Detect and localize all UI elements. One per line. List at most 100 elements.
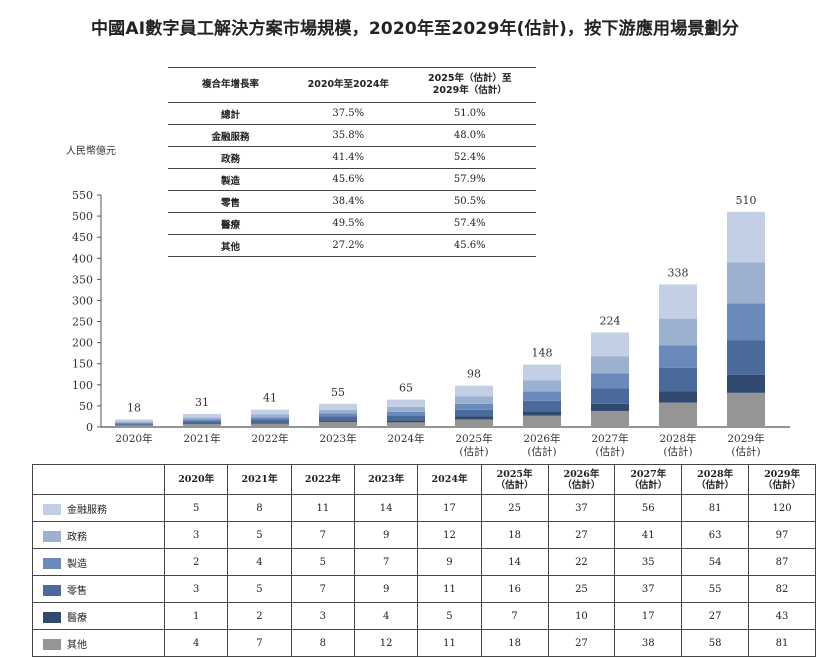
cagr-value-2020-2024: 37.5% — [293, 102, 404, 125]
data-table-row: 醫療 1 2 3 4 5 7 10 17 27 43 — [32, 602, 816, 630]
data-value-cell: 41 — [614, 521, 683, 549]
series-label-cell: 醫療 — [32, 602, 165, 630]
bar-segment — [319, 421, 357, 427]
data-value-cell: 4 — [163, 629, 229, 657]
cagr-row-label: 其他 — [168, 234, 294, 257]
data-table-row: 金融服務 5 8 11 14 17 25 37 56 81 120 — [32, 494, 816, 522]
x-tick-label: 2026年 — [523, 432, 560, 445]
bar-segment — [727, 211, 765, 263]
data-value-cell: 7 — [227, 629, 292, 657]
data-value-cell: 5 — [417, 602, 482, 630]
bar-total-label: 31 — [195, 396, 209, 409]
cagr-value-2025-2029: 57.9% — [403, 168, 536, 191]
data-value-cell: 5 — [227, 575, 292, 603]
data-table-row: 零售 3 5 7 9 11 16 25 37 55 82 — [32, 575, 816, 603]
series-name: 金融服務 — [67, 504, 107, 516]
data-table-year-header: 2022年 — [290, 464, 355, 495]
bar-total-label: 41 — [263, 392, 277, 405]
data-value-cell: 55 — [681, 575, 750, 603]
data-value-cell: 2 — [227, 602, 292, 630]
bar-segment — [387, 420, 425, 423]
y-tick-label: 350 — [72, 273, 93, 286]
bar-segment — [455, 409, 493, 417]
legend-swatch — [43, 504, 61, 515]
data-value-cell: 27 — [547, 521, 616, 549]
series-name: 製造 — [67, 558, 87, 570]
year-header-line: （估計） — [562, 479, 601, 491]
x-tick-label: (估計) — [663, 445, 692, 458]
cagr-row-label: 零售 — [168, 190, 294, 213]
bar-segment — [659, 391, 697, 403]
data-value-cell: 37 — [547, 494, 616, 522]
series-label-cell: 零售 — [32, 575, 165, 603]
data-value-cell: 22 — [547, 548, 616, 576]
data-value-cell: 17 — [614, 602, 683, 630]
data-value-cell: 27 — [547, 629, 616, 657]
bar-segment — [183, 423, 221, 425]
chart-title: 中國AI數字員工解決方案市場規模，2020年至2029年(估計)，按下游應用場景… — [90, 19, 740, 39]
x-tick-label: (估計) — [731, 445, 760, 458]
stacked-bar-chart: 0 50 100 150 200 250 300 350 400 450 500 550 18 2020年… — [72, 189, 790, 458]
cagr-value-2025-2029: 51.0% — [403, 102, 536, 125]
data-value-cell: 82 — [748, 575, 816, 603]
cagr-value-2020-2024: 35.8% — [293, 124, 404, 147]
bar-segment — [455, 416, 493, 420]
bar-total-label: 98 — [467, 368, 481, 381]
x-tick-label: (估計) — [595, 445, 624, 458]
y-tick-label: 400 — [72, 252, 93, 265]
series-label-cell: 金融服務 — [32, 494, 165, 522]
bar-segment — [659, 367, 697, 392]
data-value-cell: 11 — [417, 575, 482, 603]
bar-segment — [727, 303, 765, 341]
series-name: 零售 — [67, 585, 87, 597]
bar-total-label: 148 — [532, 347, 553, 360]
bar-segment — [387, 406, 425, 412]
year-header-line: 2022年 — [304, 474, 341, 485]
y-tick-label: 150 — [72, 358, 93, 371]
legend-swatch — [43, 612, 61, 623]
data-value-cell: 7 — [353, 548, 419, 576]
bar-segment — [523, 380, 561, 392]
x-tick-label: (估計) — [459, 445, 488, 458]
bar-segment — [183, 419, 221, 422]
bar-segment — [455, 419, 493, 427]
x-tick-label: 2022年 — [251, 432, 288, 445]
bar-total-label: 55 — [331, 386, 345, 399]
bar-segment — [727, 374, 765, 393]
data-value-cell: 81 — [748, 629, 816, 657]
series-name: 其他 — [67, 639, 87, 651]
data-value-cell: 17 — [417, 494, 482, 522]
year-header-line: 2027年 — [630, 468, 667, 480]
bar-segment — [251, 423, 289, 427]
data-table-year-header: 2023年 — [353, 464, 419, 495]
data-value-cell: 8 — [290, 629, 355, 657]
data-value-cell: 3 — [163, 521, 229, 549]
bar-segment — [591, 388, 629, 404]
cagr-value-2020-2024: 27.2% — [293, 234, 404, 257]
bar-segment — [115, 422, 153, 424]
cagr-row: 總計 37.5% 51.0% — [168, 102, 536, 125]
cagr-value-2020-2024: 41.4% — [293, 146, 404, 169]
data-value-cell: 56 — [614, 494, 683, 522]
cagr-row-label: 政務 — [168, 146, 294, 169]
data-table-row: 其他 4 7 8 12 11 18 27 38 58 81 — [32, 629, 816, 657]
data-value-cell: 4 — [227, 548, 292, 576]
data-value-cell: 11 — [417, 629, 482, 657]
bar-segment — [591, 410, 629, 427]
bar-segment — [251, 417, 289, 420]
data-value-cell: 54 — [681, 548, 750, 576]
year-header-line: 2023年 — [368, 474, 405, 485]
bar-segment — [319, 403, 357, 410]
cagr-value-2020-2024: 38.4% — [293, 190, 404, 213]
data-value-cell: 1 — [163, 602, 229, 630]
x-tick-label: 2027年 — [591, 432, 628, 445]
year-header-line: （估計） — [629, 479, 668, 491]
cagr-row-label: 總計 — [168, 102, 294, 125]
bar-total-label: 18 — [127, 401, 141, 414]
bar-segment — [319, 413, 357, 417]
data-value-cell: 3 — [163, 575, 229, 603]
data-table-year-header: 2020年 — [163, 464, 229, 495]
x-tick-label: 2024年 — [387, 432, 424, 445]
bar-segment — [659, 284, 697, 319]
data-table-row: 製造 2 4 5 7 9 14 22 35 54 87 — [32, 548, 816, 576]
